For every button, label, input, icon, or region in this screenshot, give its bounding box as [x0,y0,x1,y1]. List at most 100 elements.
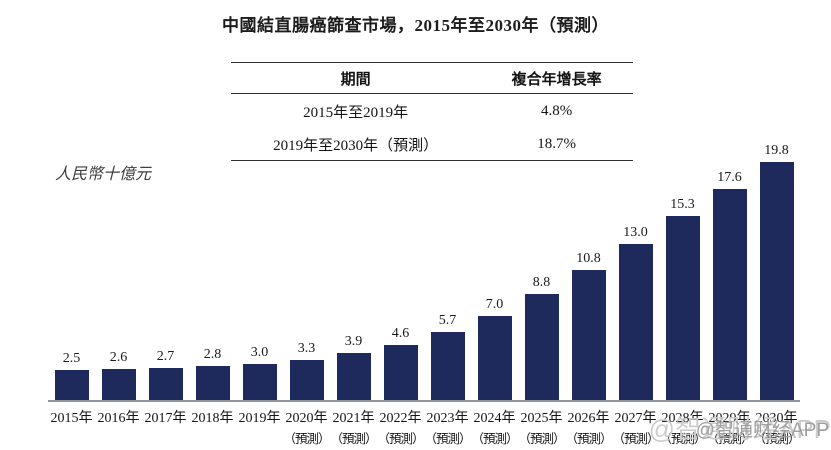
bar-value-label: 3.3 [297,341,316,356]
bar-column: 17.6 [706,170,753,400]
bar-column: 10.8 [565,251,612,400]
x-tick-label: 2018年 [191,411,234,426]
x-axis-labels: 2015年 2016年 2017年 2018年 2019年 2020年 （預測） 2021年（… [48,402,801,447]
x-axis-tick: 2025年 （預測） [518,402,565,447]
bar [242,364,277,400]
x-axis-tick: 2018年 [189,402,236,447]
bar-chart: 2.5 2.6 2.7 2.8 3.0 3.3 3.9 4.6 5.7 7.0 8.8 10.8 13.… [48,138,801,447]
table-header-period: 期間 [231,62,481,94]
cagr-cell: 18.7% [537,136,576,152]
x-tick-label: 2016年 [97,411,140,426]
bar [618,244,653,400]
x-tick-label: 2024年 [473,411,516,426]
bar-value-label: 8.8 [532,275,551,290]
bar-column: 4.6 [377,326,424,400]
forecast-label: （預測） [424,432,471,446]
bar-value-label: 15.3 [670,197,695,212]
bar-value-label: 2.7 [156,349,175,364]
x-tick-label: 2020年 [285,411,328,426]
forecast-label: （預測） [330,432,377,446]
x-axis-tick: 2015年 [48,402,95,447]
cagr-cell: 4.8% [540,103,573,119]
bar-value-label: 7.0 [485,297,504,312]
y-axis-label: 人民幣十億元 [55,166,152,183]
bar-column: 13.0 [612,225,659,400]
bar [195,366,230,400]
table-header-cagr: 複合年增長率 [480,62,633,94]
x-axis-tick: 2029年 （預測） [706,402,753,447]
bar-column: 3.9 [330,334,377,400]
x-axis-tick: 2024年 （預測） [471,402,518,447]
bar-value-label: 19.8 [764,143,789,158]
bar [101,369,136,400]
bar-column: 2.7 [142,349,189,400]
bar-column: 2.8 [189,347,236,400]
bar [383,345,418,400]
x-tick-label: 2022年 [379,411,422,426]
bar-column: 19.8 [753,143,800,400]
bar-column: 15.3 [659,197,706,400]
bar-value-label: 13.0 [623,225,648,240]
bar-value-label: 2.8 [203,347,222,362]
bar-value-label: 17.6 [717,170,742,185]
cagr-table: 期間 複合年增長率 2015年至2019年 4.8% 2019年至2030年（預… [231,62,633,161]
bar-column: 3.0 [236,345,283,400]
x-axis-tick: 2016年 [95,402,142,447]
bar [759,162,794,400]
bar-column: 5.7 [424,313,471,400]
bar-value-label: 4.6 [391,326,410,341]
forecast-label: （預測） [283,432,330,446]
bar [54,370,89,400]
plot-area: 2.5 2.6 2.7 2.8 3.0 3.3 3.9 4.6 5.7 7.0 8.8 10.8 13.… [48,138,800,402]
x-axis-tick: 2021年 （預測） [330,402,377,447]
x-tick-label: 2025年 [520,411,563,426]
x-axis-tick: 2022年 （預測） [377,402,424,447]
bar-column: 2.6 [95,350,142,400]
bar-value-label: 3.9 [344,334,363,349]
x-axis-tick: 2023年 （預測） [424,402,471,447]
bar [712,189,747,400]
x-tick-label: 2028年 [661,411,704,426]
bar-column: 3.3 [283,341,330,400]
x-tick-label: 2023年 [426,411,469,426]
x-tick-label: 2019年 [238,411,281,426]
x-axis-tick: 2020年 （預測） [283,402,330,447]
bar [571,270,606,400]
bar [430,332,465,400]
forecast-label: （預測） [612,432,659,446]
x-axis-tick: 2017年 [142,402,189,447]
forecast-label: （預測） [565,432,612,446]
period-cell: 2019年至2030年（預測） [273,138,439,154]
bar-value-label: 3.0 [250,345,269,360]
table-header-row: 期間 複合年增長率 [231,62,633,94]
bar [148,368,183,400]
x-tick-label: 2029年 [708,411,751,426]
x-tick-label: 2026年 [567,411,610,426]
table-row: 2019年至2030年（預測） 18.7% [231,127,633,161]
forecast-label: （預測） [518,432,565,446]
x-axis-tick: 2027年 （預測） [612,402,659,447]
bar-column: 7.0 [471,297,518,400]
bar-value-label: 10.8 [576,251,601,266]
bar [289,360,324,400]
table-row: 2015年至2019年 4.8% [231,94,633,128]
bar-value-label: 2.6 [109,350,128,365]
x-tick-label: 2015年 [50,411,93,426]
bar [477,316,512,400]
x-tick-label: 2027年 [614,411,657,426]
bar-column: 2.5 [48,351,95,400]
forecast-label: （預測） [471,432,518,446]
bar [524,294,559,400]
x-tick-label: 2017年 [144,411,187,426]
x-tick-label: 2021年 [332,411,375,426]
forecast-label: （預測） [706,432,753,446]
bar-column: 8.8 [518,275,565,400]
forecast-label: （預測） [377,432,424,446]
chart-title: 中國結直腸癌篩查市場，2015年至2030年（預測） [222,16,609,35]
x-axis-tick: 2030年 （預測） [753,402,800,447]
forecast-label: （預測） [753,432,800,446]
period-cell: 2015年至2019年 [303,105,409,121]
x-axis-tick: 2028年 （預測） [659,402,706,447]
bar [665,216,700,400]
x-axis-tick: 2019年 [236,402,283,447]
